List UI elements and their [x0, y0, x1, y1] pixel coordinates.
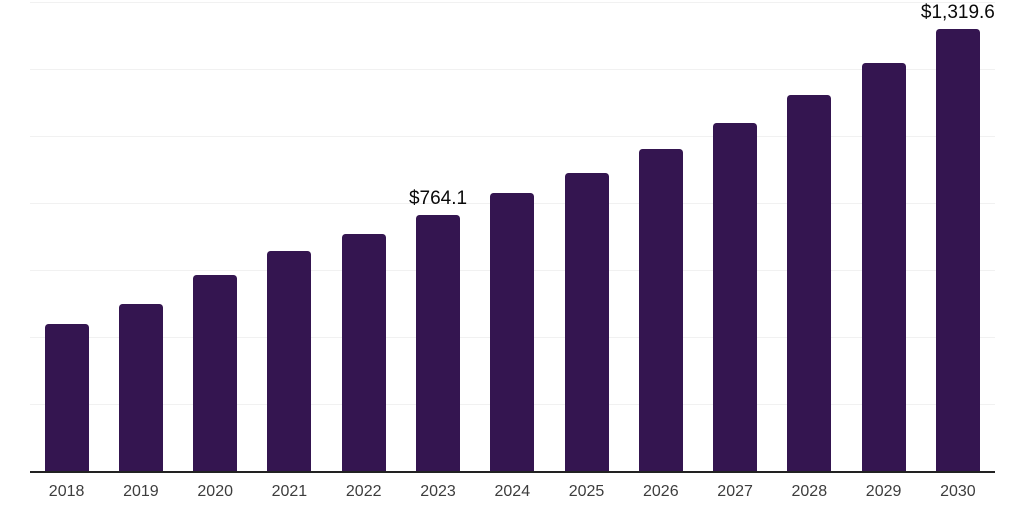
bar-2029: [861, 62, 906, 472]
bar-2020: [193, 274, 238, 472]
bar-value-label: $1,319.6: [920, 2, 995, 24]
x-tick-label: 2021: [271, 483, 308, 500]
gridline: [29, 1, 995, 3]
bar-2021: [267, 251, 312, 472]
bar-2026: [638, 149, 683, 472]
bar-2018: [44, 323, 89, 472]
x-tick-label: 2026: [643, 483, 679, 500]
gridline: [29, 68, 995, 70]
x-tick-label: 2028: [791, 483, 828, 500]
bar-2023: [416, 215, 460, 472]
x-tick-label: 2030: [940, 483, 976, 500]
x-tick-label: 2019: [123, 483, 159, 500]
x-tick-label: 2025: [568, 483, 605, 500]
bar-2024: [490, 193, 535, 472]
bar-2019: [118, 303, 163, 472]
x-tick-label: 2023: [420, 483, 456, 500]
x-tick-label: 2020: [197, 483, 233, 500]
x-tick-label: 2024: [494, 483, 531, 500]
x-tick-label: 2029: [865, 483, 902, 500]
bar-2022: [341, 233, 386, 472]
x-axis-line: [29, 470, 995, 473]
x-tick-label: 2018: [48, 483, 85, 500]
x-tick-label: 2022: [345, 483, 382, 500]
bar-2028: [787, 94, 832, 472]
bar-2030: [935, 29, 980, 472]
bar-2025: [564, 172, 609, 472]
x-tick-label: 2027: [717, 483, 753, 500]
bar-value-label: $764.1: [408, 188, 468, 210]
bar-2027: [713, 122, 758, 472]
gridline: [29, 135, 995, 137]
